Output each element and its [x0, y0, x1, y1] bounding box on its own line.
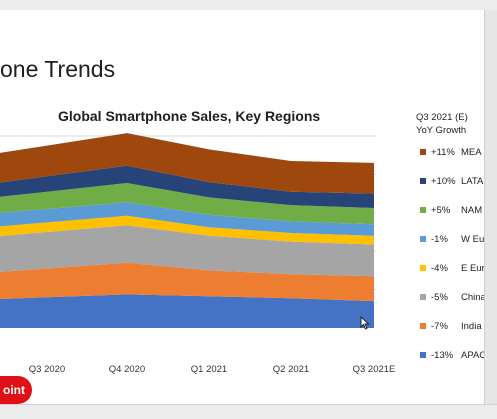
legend-item-mea: +11% MEA [420, 145, 482, 159]
legend-swatch [420, 178, 426, 184]
area-series-latam [0, 165, 374, 208]
window-top-bar [0, 0, 497, 10]
presentation-slide: one Trends Global Smartphone Sales, Key … [0, 10, 484, 404]
legend-series-name: E Europe [461, 262, 484, 274]
legend-item-e-europe: -4% E Europe [420, 261, 484, 275]
area-series-w-europe [0, 202, 374, 236]
legend-series-name: APAC [461, 349, 484, 361]
legend-swatch [420, 294, 426, 300]
area-series-mea [0, 133, 374, 194]
x-tick-label: Q4 2020 [109, 364, 145, 375]
area-series-china [0, 225, 374, 277]
legend-item-apac: -13% APAC [420, 348, 484, 362]
stacked-areas [0, 133, 374, 328]
area-series-e-europe [0, 215, 374, 245]
legend-growth-value: -4% [431, 262, 448, 274]
x-tick-label: Q1 2021 [191, 364, 227, 375]
chart-title: Global Smartphone Sales, Key Regions [58, 108, 321, 124]
legend-series-name: India [461, 320, 482, 332]
area-series-nam [0, 183, 374, 225]
legend-item-latam: +10% LATAM [420, 174, 484, 188]
legend-swatch [420, 149, 426, 155]
legend-item-nam: +5% NAM [420, 203, 482, 217]
x-axis-tick-labels: Q3 2020 Q4 2020 Q1 2021 Q2 2021 Q3 2021E [29, 364, 396, 375]
legend-growth-value: +5% [431, 204, 451, 216]
legend-title-line-1: Q3 2021 (E) [416, 112, 468, 123]
legend-growth-value: +11% [431, 146, 455, 158]
legend-series-name: China [461, 291, 484, 303]
legend-title: Q3 2021 (E) YoY Growth [416, 111, 468, 137]
legend-title-line-2: YoY Growth [416, 125, 467, 136]
mouse-cursor-icon [360, 315, 370, 335]
legend-growth-value: -1% [431, 233, 448, 245]
record-button[interactable]: oint [0, 376, 32, 404]
legend-series-name: W Europe [461, 233, 484, 245]
area-series-india [0, 262, 374, 302]
legend-growth-value: +10% [431, 175, 456, 187]
window-right-edge [484, 10, 497, 404]
legend-growth-value: -13% [431, 349, 454, 361]
area-chart: Q3 2020 Q4 2020 Q1 2021 Q2 2021 Q3 2021E [0, 133, 396, 375]
legend-swatch [420, 265, 426, 271]
legend-series-name: MEA [461, 146, 482, 158]
legend-item-india: -7% India [420, 319, 482, 333]
x-tick-label: Q2 2021 [273, 364, 309, 375]
x-tick-label: Q3 2021E [353, 364, 396, 375]
legend-swatch [420, 323, 426, 329]
area-series-apac [0, 294, 374, 328]
legend-item-china: -5% China [420, 290, 484, 304]
legend-swatch [420, 236, 426, 242]
x-tick-label: Q3 2020 [29, 364, 65, 375]
record-button-label: oint [3, 383, 25, 397]
legend-swatch [420, 207, 426, 213]
legend-growth-value: -7% [431, 320, 448, 332]
window-bottom-bar [0, 404, 497, 419]
legend-item-w-europe: -1% W Europe [420, 232, 484, 246]
legend-growth-value: -5% [431, 291, 448, 303]
legend-swatch [420, 352, 426, 358]
legend-series-name: NAM [461, 204, 483, 216]
legend-series-name: LATAM [461, 175, 484, 187]
slide-title: one Trends [0, 56, 116, 82]
